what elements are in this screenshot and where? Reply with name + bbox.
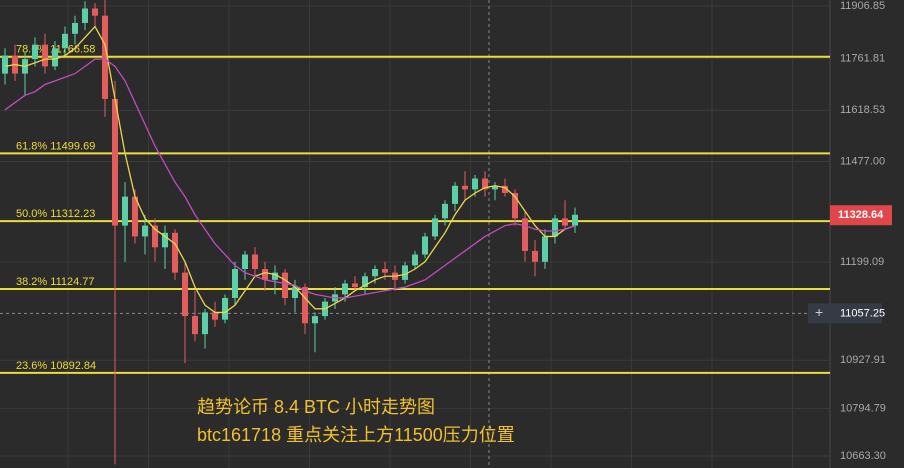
candle-body — [382, 269, 388, 273]
candle-body — [492, 185, 498, 190]
fib-label: 61.8% 11499.69 — [16, 140, 95, 152]
annotation: btc161718 重点关注上方11500压力位置 — [197, 425, 515, 445]
candle-body — [42, 44, 48, 67]
candle-body — [412, 254, 418, 266]
candle-body — [362, 276, 368, 288]
candle-body — [2, 55, 8, 74]
y-tick-label: 11761.81 — [840, 52, 885, 64]
candle-body — [342, 283, 348, 295]
candle-body — [312, 316, 318, 324]
candle-body — [372, 269, 378, 277]
y-tick-label: 10794.79 — [840, 402, 886, 414]
candle-body — [402, 265, 408, 280]
candle-body — [152, 225, 158, 248]
candle-body — [512, 193, 518, 219]
candle-body — [262, 269, 268, 280]
candle-body — [282, 272, 288, 298]
moving-average — [4, 58, 576, 299]
candle-body — [452, 185, 458, 204]
crosshair-label-box — [808, 303, 882, 324]
candle-body — [272, 272, 278, 280]
y-tick-label: 10927.91 — [840, 354, 886, 366]
fib-label: 50.0% 11312.23 — [16, 208, 95, 220]
candle-body — [92, 8, 98, 16]
candle-body — [32, 44, 38, 60]
candle-body — [112, 98, 118, 226]
fib-label: 38.2% 11124.77 — [16, 276, 95, 288]
candle-body — [232, 269, 238, 298]
candle-body — [72, 22, 78, 34]
candle-body — [432, 218, 438, 237]
candle-body — [82, 8, 88, 23]
candle-body — [52, 48, 58, 67]
annotation: 趋势论币 8.4 BTC 小时走势图 — [197, 397, 435, 417]
candle-body — [552, 218, 558, 237]
y-tick-label: 11199.09 — [840, 256, 884, 268]
candle-body — [122, 196, 128, 226]
price-label-box — [830, 205, 892, 226]
fib-ratio: 61.8% — [16, 140, 47, 152]
candle-body — [462, 185, 468, 190]
candle-body — [62, 33, 68, 49]
candle-body — [202, 312, 208, 335]
y-tick-label: 10663.30 — [840, 450, 886, 462]
candle-body — [502, 185, 508, 194]
candle-body — [142, 225, 148, 237]
current-price: 11328.64 — [838, 209, 884, 221]
candle-body — [292, 287, 298, 298]
fib-ratio: 38.2% — [16, 276, 47, 288]
candle-body — [422, 236, 428, 255]
candle-body — [562, 218, 568, 226]
fib-value: 10892.84 — [50, 360, 96, 372]
fib-value: 11312.23 — [50, 208, 95, 220]
candle-body — [352, 283, 358, 288]
y-tick-label: 11618.53 — [840, 104, 885, 116]
candle-body — [482, 178, 488, 190]
candle-body — [472, 178, 478, 190]
y-tick-label: 11906.85 — [840, 0, 885, 12]
candle-body — [192, 316, 198, 335]
candle-body — [212, 312, 218, 320]
candle-body — [522, 218, 528, 251]
fib-ratio: 23.6% — [16, 360, 47, 372]
fib-ratio: 50.0% — [16, 208, 47, 220]
fib-label: 23.6% 10892.84 — [16, 360, 96, 372]
y-tick-label: 11477.00 — [840, 155, 885, 167]
candle-body — [242, 254, 248, 270]
moving-average — [4, 25, 576, 314]
crosshair-icon: + — [815, 304, 823, 320]
candle-body — [252, 254, 258, 270]
candle-body — [532, 250, 538, 262]
candle-body — [542, 236, 548, 262]
candle-body — [182, 272, 188, 317]
fib-value: 11124.77 — [50, 276, 94, 288]
candle-body — [572, 214, 578, 226]
candle-body — [222, 297, 228, 320]
candle-body — [132, 196, 138, 237]
crosshair-price: 11057.25 — [840, 307, 885, 319]
candle-body — [442, 203, 448, 219]
fib-value: 11499.69 — [50, 140, 95, 152]
candle-body — [162, 232, 168, 248]
candle-body — [102, 15, 108, 99]
fib-ratio: 78.6% — [16, 44, 47, 56]
candle-body — [302, 287, 308, 324]
candle-body — [172, 232, 178, 273]
